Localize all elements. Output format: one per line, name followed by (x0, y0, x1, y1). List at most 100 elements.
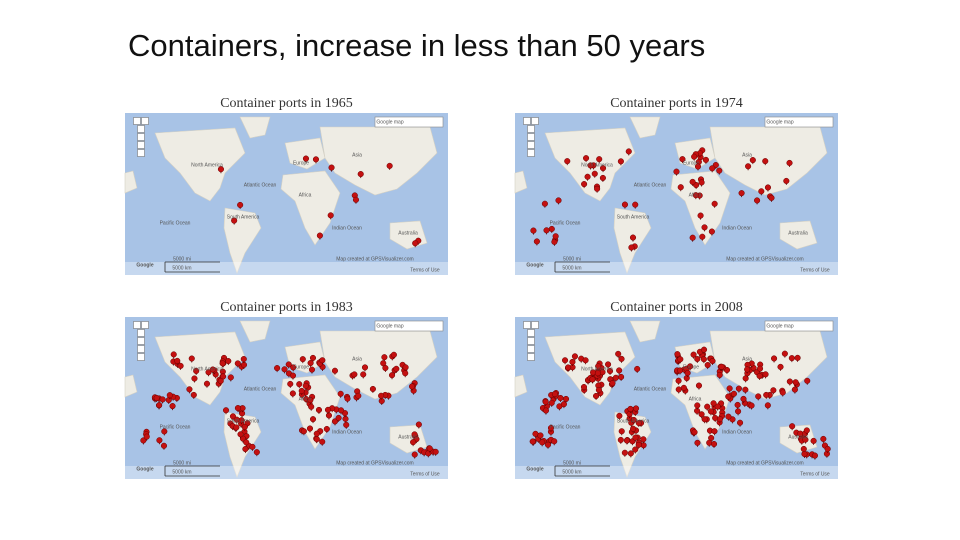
marker-head (735, 408, 742, 415)
port-marker (630, 416, 637, 425)
port-marker (316, 232, 323, 240)
marker-head (229, 413, 236, 420)
port-marker (302, 382, 309, 390)
zoom-control (133, 321, 141, 329)
port-marker (777, 363, 784, 371)
map-label: Terms of Use (800, 267, 830, 273)
map-label: Atlantic Ocean (244, 182, 277, 188)
port-marker (361, 364, 369, 372)
zoom-control (527, 337, 535, 345)
port-marker (298, 387, 305, 395)
port-marker (289, 390, 296, 398)
port-marker (800, 445, 807, 453)
port-marker (287, 380, 294, 388)
marker-head (632, 434, 639, 441)
marker-head (725, 413, 732, 420)
port-marker (530, 227, 537, 235)
port-marker (312, 156, 320, 164)
map-label: Africa (299, 396, 312, 402)
zoom-control (527, 329, 535, 337)
marker-head (539, 439, 546, 446)
marker-head (618, 373, 625, 381)
marker-head (313, 436, 320, 443)
marker-head (734, 401, 741, 408)
port-marker (234, 360, 241, 368)
port-marker (560, 401, 567, 409)
marker-head (315, 406, 323, 413)
port-marker (156, 437, 163, 445)
marker-head (225, 357, 232, 365)
marker-head (791, 386, 798, 393)
map-label: Map created at GPSVisualizer.com (336, 460, 413, 466)
port-marker (599, 165, 607, 173)
zoom-control (531, 321, 539, 329)
port-marker (791, 386, 798, 394)
marker-head (237, 431, 244, 438)
port-marker (193, 367, 200, 375)
map-label: 5000 km (562, 469, 581, 475)
port-marker (675, 377, 682, 385)
marker-head (623, 437, 630, 444)
marker-head (617, 436, 624, 443)
marker-head (360, 371, 367, 378)
port-marker (249, 443, 256, 451)
port-marker (708, 228, 715, 236)
map-label: Asia (742, 152, 752, 158)
marker-head (209, 366, 216, 373)
port-marker (735, 408, 742, 416)
port-marker (308, 403, 315, 411)
landmass (389, 424, 428, 454)
port-marker (711, 428, 718, 436)
port-marker (612, 374, 619, 382)
port-marker (386, 162, 393, 170)
port-marker (227, 374, 234, 382)
port-marker (594, 370, 601, 378)
landmass (629, 320, 661, 343)
zoom-control (523, 321, 531, 329)
marker-head (555, 197, 562, 204)
marker-head (596, 156, 603, 163)
port-marker (542, 398, 549, 406)
port-marker (411, 431, 418, 439)
marker-head (616, 367, 623, 374)
marker-head (800, 445, 807, 453)
port-marker (369, 385, 376, 393)
port-marker (551, 438, 558, 446)
marker-head (191, 375, 198, 382)
marker-head (615, 350, 622, 357)
landmass (514, 170, 528, 194)
port-marker (632, 434, 639, 442)
marker-head (551, 390, 558, 398)
port-marker (792, 379, 799, 387)
map-label: South America (617, 214, 650, 220)
port-marker (335, 414, 342, 422)
map-label: North America (191, 366, 223, 372)
port-marker (711, 200, 718, 208)
marker-head (382, 364, 389, 372)
port-marker (343, 421, 350, 429)
port-marker (634, 365, 641, 373)
port-marker (166, 392, 173, 400)
marker-head (621, 449, 628, 456)
marker-head (564, 158, 571, 165)
map-label: Google map (766, 119, 793, 125)
marker-head (589, 376, 596, 383)
port-marker (699, 233, 706, 241)
zoom-control (137, 149, 145, 157)
marker-head (783, 177, 790, 184)
map-panel: Container ports in 1974 Asia Europe Africa N… (514, 92, 838, 275)
port-marker (679, 156, 686, 164)
marker-head (140, 437, 147, 444)
map-label: Atlantic Ocean (634, 182, 667, 188)
landmass (514, 374, 528, 398)
landmass (223, 207, 262, 274)
marker-head (410, 439, 417, 446)
marker-head (544, 441, 552, 448)
marker-head (308, 403, 315, 410)
port-marker (170, 351, 177, 359)
marker-head (701, 224, 708, 231)
port-marker (188, 355, 195, 363)
zoom-control (141, 117, 149, 125)
marker-head (599, 174, 606, 182)
port-marker (794, 354, 801, 362)
